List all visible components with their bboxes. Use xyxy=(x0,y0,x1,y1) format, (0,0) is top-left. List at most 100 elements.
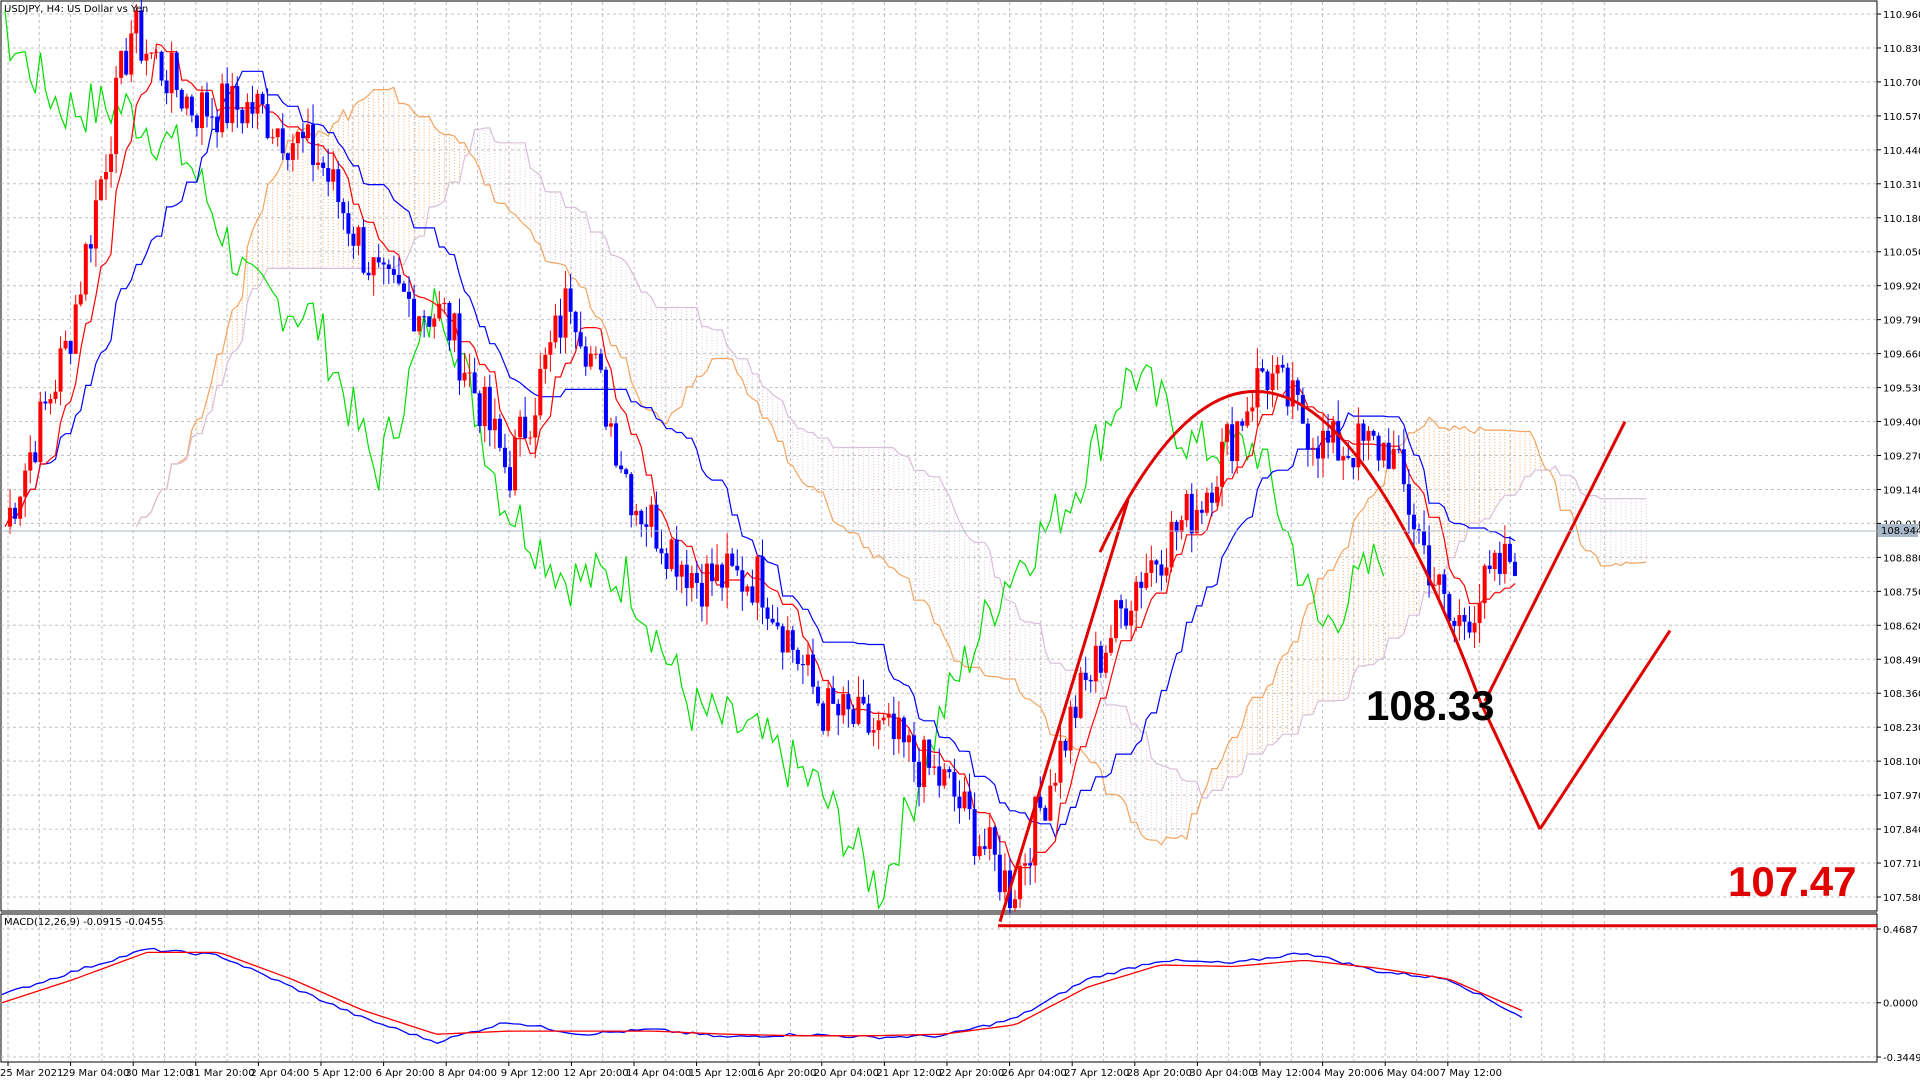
candle-body xyxy=(139,10,144,61)
candle-body xyxy=(740,570,745,592)
candle-body xyxy=(164,80,169,94)
candle-body xyxy=(205,92,209,117)
y-tick-label: 107.580 xyxy=(1883,893,1920,904)
y-tick-label: 110.310 xyxy=(1883,180,1920,191)
candle-body xyxy=(1209,492,1214,503)
x-tick-label: 12 Apr 20:00 xyxy=(563,1068,628,1079)
candle-body xyxy=(1215,486,1219,503)
x-tick-label: 22 Apr 20:00 xyxy=(939,1068,1004,1079)
candle-body xyxy=(1053,782,1058,786)
y-tick-label: 107.970 xyxy=(1883,791,1920,802)
candle-body xyxy=(1386,442,1391,469)
candle-body xyxy=(659,548,664,554)
candle-body xyxy=(124,50,129,75)
candle-body xyxy=(1265,371,1270,391)
candle-body xyxy=(603,369,608,427)
y-tick-label: 109.400 xyxy=(1883,418,1920,429)
candle-body xyxy=(1260,368,1265,372)
candle-body xyxy=(1169,521,1174,568)
candle-body xyxy=(836,703,841,716)
macd-y-tick-label: 0.0000 xyxy=(1883,999,1918,1010)
candle-body xyxy=(886,713,891,718)
candle-body xyxy=(18,496,23,519)
candle-body xyxy=(901,717,906,743)
candle-body xyxy=(639,510,644,525)
candle-body xyxy=(1255,368,1260,408)
candle-body xyxy=(1179,520,1184,533)
candle-body xyxy=(1497,552,1502,574)
candle-body xyxy=(1023,863,1028,866)
candle-body xyxy=(1376,435,1381,461)
candle-body xyxy=(68,340,73,354)
candle-body xyxy=(381,262,386,265)
candle-body xyxy=(846,694,851,710)
candle-body xyxy=(1366,430,1371,441)
candle-body xyxy=(912,735,916,762)
macd-signal-line xyxy=(1,951,1523,1037)
x-tick-label: 26 Apr 04:00 xyxy=(1002,1068,1067,1079)
candle-body xyxy=(679,564,684,577)
y-tick-label: 108.750 xyxy=(1883,587,1920,598)
y-tick-label: 107.840 xyxy=(1883,825,1920,836)
candle-body xyxy=(184,96,189,109)
macd-indicator: 0.4687 0.0000 -0.3449 xyxy=(1,925,1920,1064)
candle-body xyxy=(477,393,482,427)
y-tick-label: 110.180 xyxy=(1883,214,1920,225)
candle-body xyxy=(174,52,179,90)
candle-body xyxy=(1028,863,1033,866)
candle-body xyxy=(634,510,639,516)
x-tick-label: 30 Mar 12:00 xyxy=(125,1068,192,1079)
candle-body xyxy=(725,553,730,588)
macd-y-tick-label: 0.4687 xyxy=(1883,925,1918,936)
candle-body xyxy=(558,315,563,338)
candle-body xyxy=(63,340,68,349)
candle-body xyxy=(795,649,800,664)
candle-body xyxy=(1336,420,1341,461)
candle-body xyxy=(800,663,805,666)
y-tick-label: 108.880 xyxy=(1883,553,1920,564)
candle-body xyxy=(543,354,548,369)
candle-body xyxy=(891,713,896,740)
x-tick-label: 4 May 20:00 xyxy=(1315,1068,1377,1079)
candle-body xyxy=(811,654,815,687)
candle-body xyxy=(1275,364,1280,374)
candle-body xyxy=(785,630,790,653)
y-tick-label: 108.490 xyxy=(1883,655,1920,666)
candle-body xyxy=(401,283,406,292)
candle-body xyxy=(1316,447,1320,459)
chart-title: USDJPY, H4: US Dollar vs Yen xyxy=(4,4,148,15)
candle-body xyxy=(1401,449,1406,485)
candle-body xyxy=(1507,543,1512,562)
price-axis[interactable]: 110.960 110.830 110.700 110.570 110.440 110.3… xyxy=(1877,10,1920,904)
candle-body xyxy=(1119,600,1124,609)
x-tick-label: 31 Mar 20:00 xyxy=(188,1068,255,1079)
candle-body xyxy=(129,33,134,75)
candle-body xyxy=(1240,421,1245,426)
candle-body xyxy=(770,618,775,623)
candle-body xyxy=(553,315,558,343)
candle-body xyxy=(538,368,543,416)
candle-body xyxy=(1411,514,1416,530)
candle-body xyxy=(1427,545,1432,586)
candle-body xyxy=(1048,785,1053,821)
candle-body xyxy=(346,213,351,234)
y-tick-label: 109.140 xyxy=(1883,485,1920,496)
candle-body xyxy=(194,115,199,128)
candle-body xyxy=(780,626,785,653)
candle-body xyxy=(1462,615,1467,622)
y-tick-label: 109.530 xyxy=(1883,384,1920,395)
candle-body xyxy=(1290,380,1295,407)
candle-body xyxy=(614,423,619,466)
candle-body xyxy=(629,474,634,516)
y-tick-label: 108.620 xyxy=(1883,621,1920,632)
candle-body xyxy=(1063,740,1068,751)
candle-body xyxy=(1093,645,1098,682)
candle-body xyxy=(1452,621,1457,627)
candle-body xyxy=(508,467,512,491)
candle-body xyxy=(947,769,952,773)
candle-body xyxy=(467,372,472,374)
candle-body xyxy=(1002,870,1007,893)
candle-body xyxy=(1371,430,1376,436)
